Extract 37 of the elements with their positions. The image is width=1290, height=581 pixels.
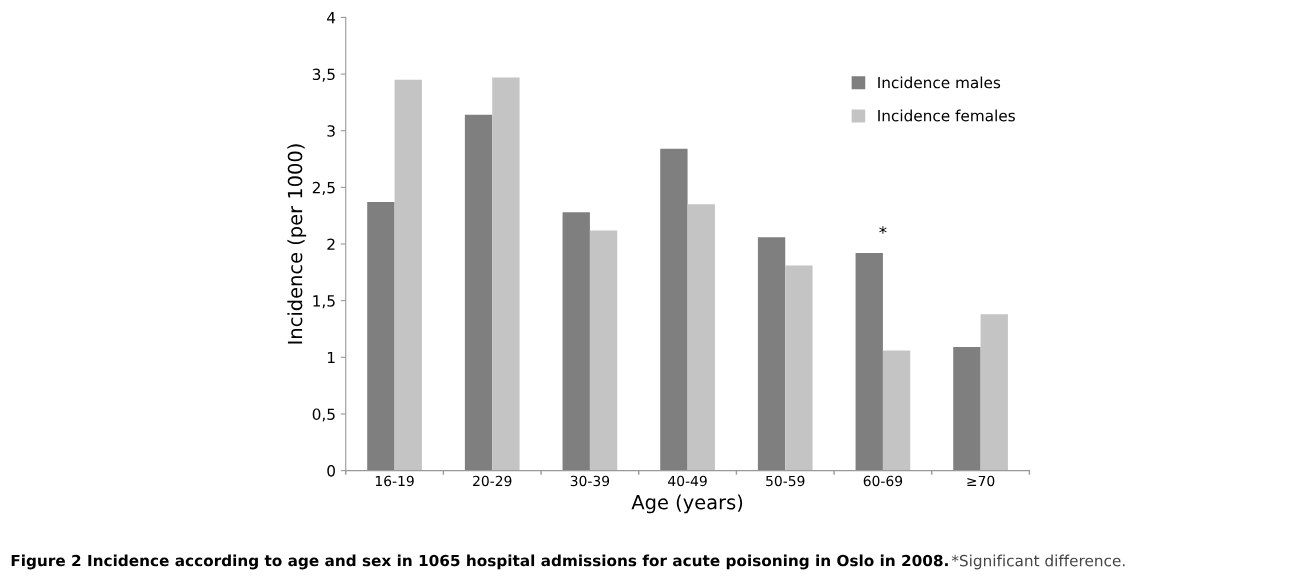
x-tick-label: 30-39 xyxy=(570,475,610,487)
y-tick-label: 3 xyxy=(327,125,335,137)
x-tick-label: 60-69 xyxy=(863,475,903,487)
bar xyxy=(367,202,395,471)
bar xyxy=(562,212,590,471)
annotation: * xyxy=(879,226,887,234)
bar xyxy=(464,114,493,471)
bar xyxy=(492,77,520,471)
bar xyxy=(882,350,911,471)
bar xyxy=(757,237,786,471)
legend-label: Incidence females xyxy=(878,109,1015,122)
y-tick-label: 2,5 xyxy=(312,181,335,195)
x-tick-label: ≥70 xyxy=(967,475,995,487)
y-axis-title: Incidence (per 1000) xyxy=(287,144,307,344)
y-tick-label: 0,5 xyxy=(312,408,335,422)
y-tick-label: 1,5 xyxy=(313,295,335,309)
bar xyxy=(589,230,618,471)
text: *Significant difference. xyxy=(951,554,1125,570)
y-tick-label: 4 xyxy=(327,12,336,24)
bar xyxy=(660,148,688,471)
legend-label: Incidence males xyxy=(878,76,1001,89)
x-tick-label: 20-29 xyxy=(473,475,512,487)
bar xyxy=(953,347,981,471)
x-axis-title: Age (years) xyxy=(631,494,743,514)
y-tick-label: 2 xyxy=(327,238,335,250)
y-tick-label: 3,5 xyxy=(312,68,335,82)
y-tick-label: 0 xyxy=(327,465,335,477)
x-tick-label: 40-49 xyxy=(668,475,707,487)
x-tick-label: 50-59 xyxy=(766,475,805,487)
caption: Figure 2 Incidence according to age and sex in 1065 hospital admissions for acute poisoning in Oslo in 2008. xyxy=(11,554,948,570)
y-tick-label: 1 xyxy=(327,351,335,364)
bar xyxy=(394,79,422,471)
x-tick-label: 16-19 xyxy=(375,475,414,487)
bar xyxy=(980,314,1008,471)
bar xyxy=(785,265,813,471)
bar xyxy=(855,253,883,471)
bar xyxy=(687,204,715,471)
